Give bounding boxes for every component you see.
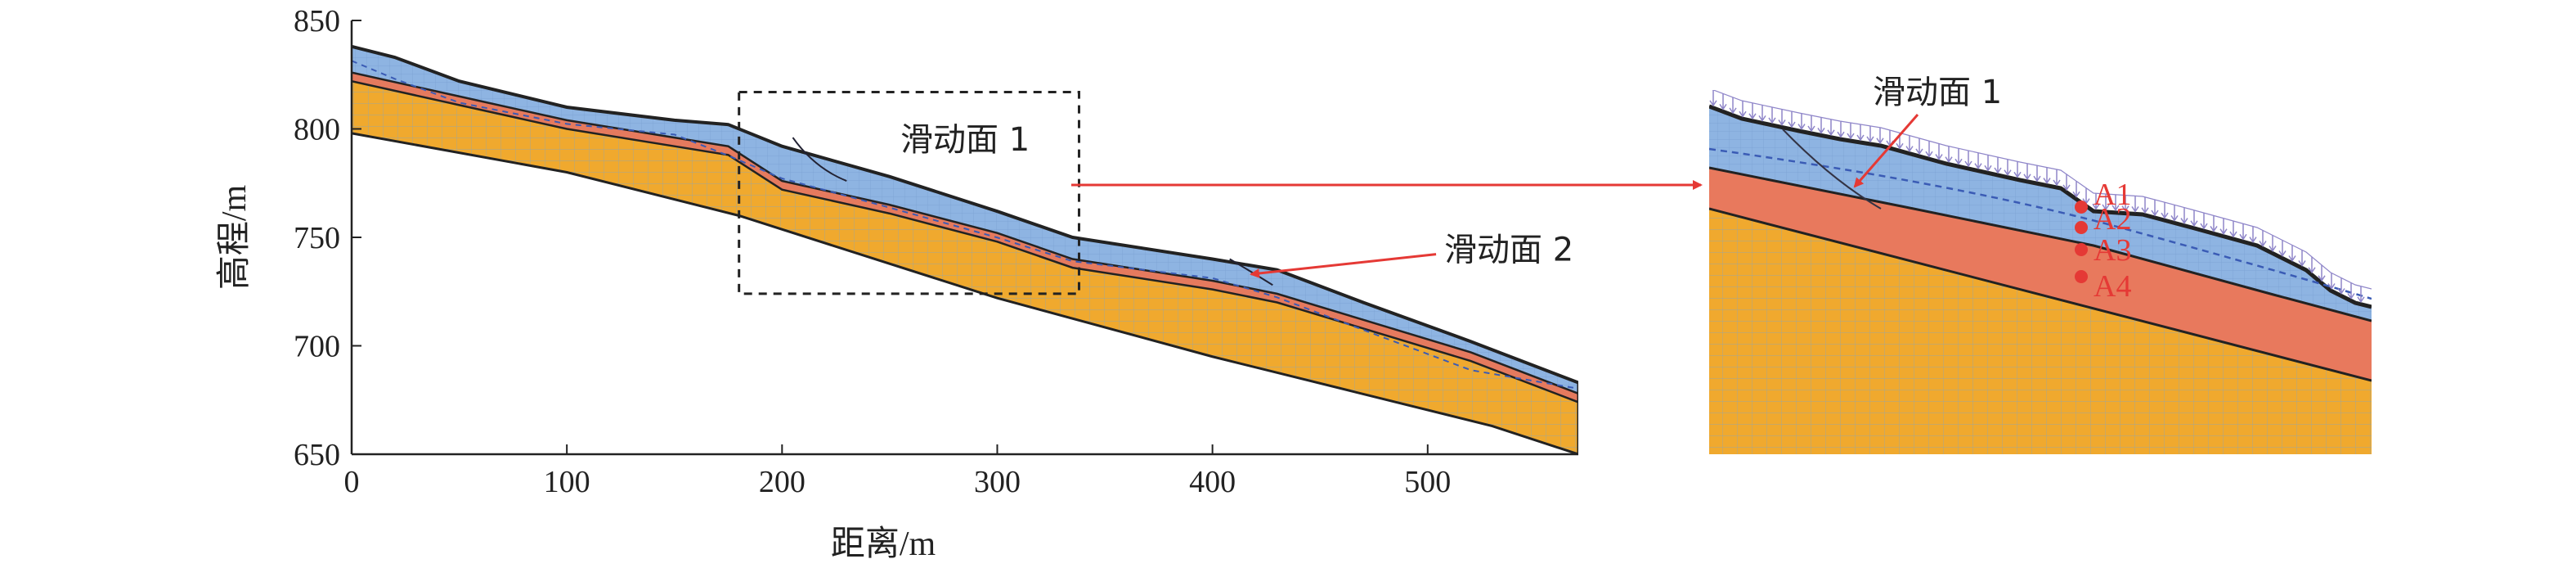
zoom-bedrock-interface <box>1709 207 2372 382</box>
zoom-clay-layer <box>1709 168 2372 381</box>
main-ticks: 0 100 200 300 400 500 650 700 750 800 850 <box>294 4 1451 499</box>
y-tick-label: 800 <box>294 113 340 147</box>
y-tick-label: 700 <box>294 330 340 364</box>
inset-slip-surface-1-label: 滑动面 1 <box>1873 74 2002 111</box>
point-a3 <box>2075 243 2088 256</box>
zoom-inset: 滑动面 1 A1 A2 A3 A4 <box>1709 74 2372 454</box>
point-a1-label: A1 <box>2094 178 2131 212</box>
point-a1 <box>2075 201 2088 214</box>
zoom-region-box <box>738 90 1080 295</box>
inset-slip-surface-1-arrow <box>1853 114 1919 188</box>
y-axis-label: 高程/m <box>216 185 254 291</box>
x-tick-label: 300 <box>974 465 1021 499</box>
main-ground-surface <box>352 44 1578 385</box>
zoom-ground-surface <box>1709 104 2372 309</box>
slip-surface-1-label: 滑动面 1 <box>900 121 1030 159</box>
x-tick-label: 200 <box>759 465 806 499</box>
zoom-slip-surface-1 <box>1782 128 1882 210</box>
y-tick-label: 850 <box>294 4 340 38</box>
slip-surface-2-label: 滑动面 2 <box>1444 232 1573 269</box>
main-clay-interface <box>352 71 1578 394</box>
main-slip-surface-1 <box>792 137 847 183</box>
zoom-dashed-line <box>1709 147 2372 300</box>
x-tick-label: 400 <box>1189 465 1236 499</box>
monitoring-points: A1 A2 A3 A4 <box>2075 178 2131 304</box>
zoom-load-arrows <box>1709 90 2372 304</box>
main-bottom-boundary <box>352 132 1578 454</box>
main-chart: 0 100 200 300 400 500 650 700 750 800 850 距离/m 高程/… <box>216 4 1578 563</box>
slip-surface-2-arrow <box>1250 253 1437 278</box>
point-a2-label: A2 <box>2094 202 2131 237</box>
y-tick-label: 750 <box>294 221 340 255</box>
point-a4-label: A4 <box>2094 269 2131 304</box>
point-a3-label: A3 <box>2094 233 2131 268</box>
y-tick-label: 650 <box>294 438 340 472</box>
point-a2 <box>2075 221 2088 234</box>
x-axis-label: 距离/m <box>831 525 936 563</box>
main-dashed-line <box>352 60 1578 390</box>
point-a4 <box>2075 270 2088 283</box>
x-tick-label: 0 <box>344 465 360 499</box>
x-tick-label: 100 <box>544 465 590 499</box>
zoom-clay-interface <box>1709 166 2372 322</box>
main-layers <box>352 44 1578 454</box>
x-tick-label: 500 <box>1404 465 1451 499</box>
